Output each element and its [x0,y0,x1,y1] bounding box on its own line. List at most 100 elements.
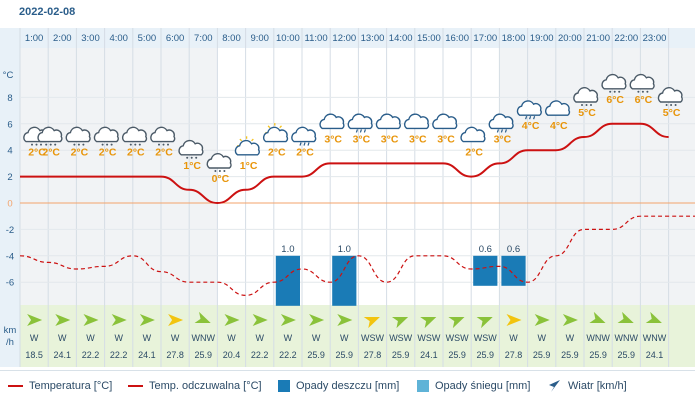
snow-dot [590,104,592,106]
y-tick-label: 8 [7,93,12,104]
wind-speed-label: 24.1 [54,350,72,360]
snow-dot [195,156,198,159]
legend-label-feels-like: Temp. odczuwalna [°C] [149,380,262,392]
wind-speed-label: 20.4 [223,350,241,360]
wind-direction-label: W [255,333,264,343]
y-axis-gutter [0,28,20,367]
snow-dot [54,143,57,146]
hour-label: 21:00 [586,33,610,44]
temperature-label: 0°C [212,173,230,185]
wind-speed-label: 27.8 [505,350,523,360]
wind-direction-label: W [171,333,180,343]
snow-dot [186,156,189,159]
hour-label: 19:00 [530,33,554,44]
temperature-label: 6°C [606,94,624,106]
cloud-shape [601,73,627,90]
wind-speed-label: 25.9 [533,350,551,360]
cloud-shape [432,113,458,130]
temperature-label: 2°C [127,147,145,159]
cloud-snow-icon [37,126,63,146]
wind-direction-label: WNW [586,333,610,343]
cloud-rain-icon [347,113,373,133]
snow-dot [613,90,616,93]
rain-drop [496,129,499,133]
snow-dot [106,143,109,146]
snow-dot [223,170,226,172]
snow-dot [167,143,169,146]
temperature-label: 3°C [353,133,371,145]
wind-unit-label: km [4,325,17,336]
cloud-snow-icon [629,73,655,93]
temperature-label: 3°C [381,133,399,145]
cloud-shape [404,113,430,130]
hour-label: 15:00 [417,33,441,44]
temperature-label: 2°C [268,147,286,159]
sun-cloud-icon [263,123,289,143]
temperature-label: 5°C [578,107,596,119]
rain-drop [529,116,532,120]
legend-label-wind: Wiatr [km/h] [568,380,627,392]
wind-arrow-icon [645,311,662,323]
snow-dot [110,143,113,146]
snow-dot [585,104,588,106]
wind-direction-label: W [58,333,67,343]
legend-item-snow: Opady śniegu [mm] [417,378,530,394]
wind-direction-label: WSW [446,333,469,343]
hour-label: 8:00 [222,33,241,44]
wind-speed-label: 24.1 [138,350,156,360]
y-axis-unit: °C [3,70,14,81]
wind-arrow-icon [617,311,634,323]
cloud-shape [206,153,232,169]
temperature-label: 4°C [550,120,568,132]
cloud-snow-icon [65,126,91,146]
rain-bar-label: 1.0 [281,244,294,255]
temperature-label: 4°C [522,120,540,132]
wind-speed-label: 25.9 [561,350,579,360]
temperature-label: 5°C [663,107,681,119]
wind-speed-label: 22.2 [82,350,100,360]
snow-dot [637,90,640,93]
hour-label: 16:00 [445,33,469,44]
rain-drop [355,129,358,133]
wind-speed-label: 27.8 [364,350,382,360]
wind-direction-label: WSW [417,333,440,343]
cloud-shape [65,126,91,143]
temperature-label: 3°C [494,133,512,145]
cloud-shape [375,113,401,130]
snow-dot [674,104,677,106]
rain-drop [299,142,302,146]
wind-direction-label: W [227,333,236,343]
snow-dot [581,104,583,106]
cloud-icon [404,113,430,130]
temperature-label: 2°C [28,147,46,159]
hour-label: 9:00 [250,33,269,44]
cloud-shape [573,87,599,103]
legend-item-wind: Wiatr [km/h] [548,378,627,394]
cloud-shape [263,126,289,143]
snow-dot [73,143,76,146]
snow-dot [670,104,673,106]
cloud-icon [545,100,571,116]
legend-swatch-snow [417,380,429,392]
cloud-shape [178,139,204,156]
cloud-snow-icon [601,73,627,93]
cloud-shape [319,113,345,130]
wind-direction-label: W [86,333,95,343]
rain-bar-label: 1.0 [338,244,351,255]
temperature-label: 2°C [99,147,117,159]
hour-label: 1:00 [25,33,44,44]
legend-label-rain: Opady deszczu [mm] [296,380,400,392]
legend-swatch-rain [278,380,290,392]
feels-like-line [19,215,695,297]
rain-drop [303,142,306,146]
snow-dot [158,143,160,146]
rain-bar-label: 0.6 [507,244,520,255]
snow-dot [641,90,644,93]
hour-label: 2:00 [53,33,72,44]
hour-label: 20:00 [558,33,582,44]
wind-speed-label: 18.5 [25,350,43,360]
wind-arrow-icon [252,314,268,326]
cloud-shape [516,100,542,116]
cloud-shape [657,87,683,103]
wind-arrow-icon [363,317,380,329]
